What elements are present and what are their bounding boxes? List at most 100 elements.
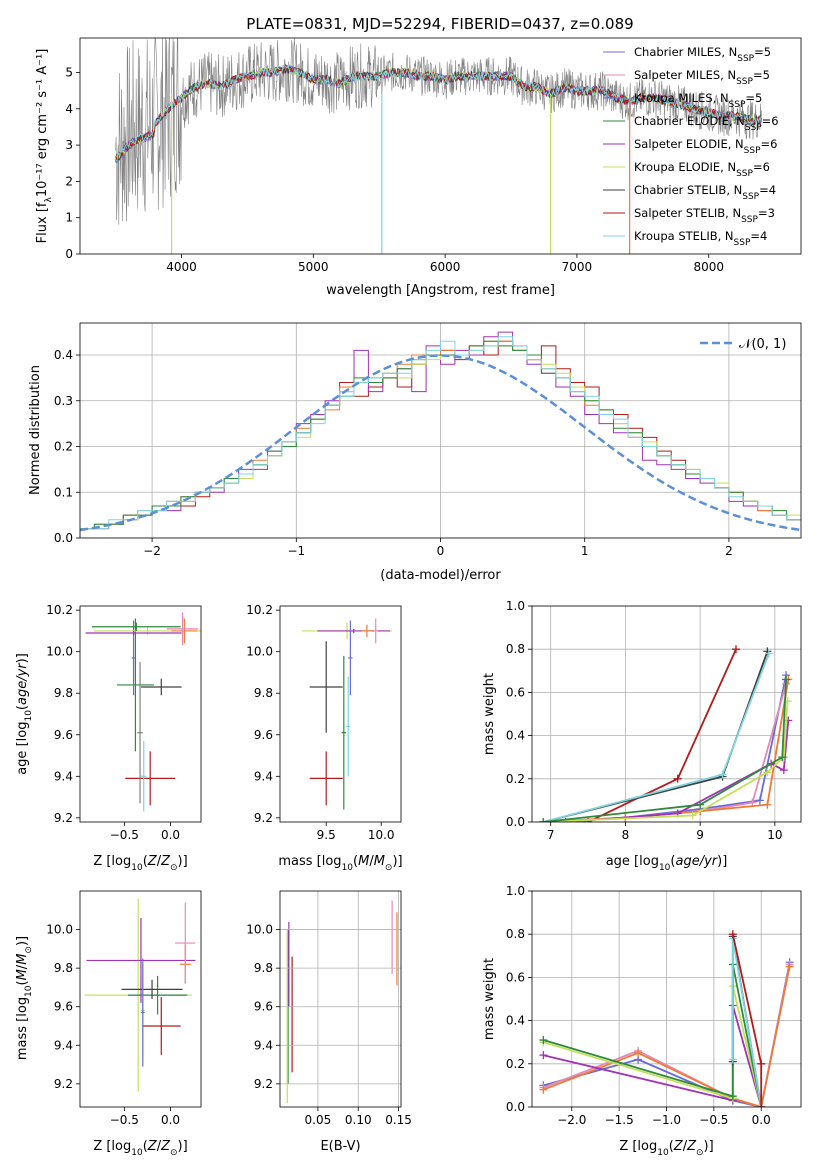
x-tick-label: −2.0 — [557, 1113, 586, 1127]
weight-vs-z-panel: −2.0 −1.5 −1.0 −0.5 0.0 0.0 0.2 0.4 0.6 0.8 1.0 Z [… — [482, 884, 802, 1158]
age-vs-mass-panel: 9.5 10.0 9.2 9.4 9.6 9.8 10.0 10.2 mass [log10(M… — [246, 603, 402, 873]
weight-point-marker — [728, 1092, 737, 1101]
weight-point-marker — [731, 645, 740, 654]
x-tick-label: 0.0 — [752, 1113, 771, 1127]
y-tick-label: 0.8 — [506, 642, 525, 656]
legend-label: Chabrier STELIB, NSSP=4 — [634, 183, 776, 202]
x-tick-label: 7 — [547, 828, 555, 842]
weight-point-marker — [539, 818, 548, 822]
weight-point-marker — [757, 1059, 766, 1068]
y-tick-label: 9.8 — [254, 961, 273, 975]
model-spectrum-kroupa-stelib — [115, 64, 762, 162]
weight-series — [542, 651, 769, 822]
model-spectrum-chabrier-stelib — [115, 65, 762, 162]
weight-point-marker — [748, 798, 757, 807]
weight-point-marker — [778, 753, 787, 762]
x-tick-label: 8000 — [693, 260, 724, 274]
x-tick-label: 0 — [437, 544, 445, 558]
y-tick-label: 9.4 — [54, 1038, 73, 1052]
y-tick-label: 9.2 — [254, 811, 273, 825]
x-tick-label: −0.5 — [110, 828, 139, 842]
weight-point-marker — [763, 768, 772, 777]
y-tick-label: 1 — [65, 211, 73, 225]
y-tick-label: 10.0 — [46, 645, 73, 659]
weight-series — [543, 674, 787, 822]
y-axis-label: mass weight — [482, 958, 497, 1040]
legend-label: Kroupa STELIB, NSSP=4 — [634, 229, 767, 248]
y-tick-label: 4 — [65, 102, 73, 116]
axes-frame — [279, 890, 402, 1108]
legend-label: 𝒩(0, 1) — [739, 337, 786, 352]
x-tick-label: 0.0 — [161, 828, 180, 842]
y-tick-label: 0.2 — [506, 772, 525, 786]
x-tick-label: 10 — [767, 828, 782, 842]
weight-point-marker — [673, 774, 682, 783]
x-axis-label: wavelength [Angstrom, rest frame] — [326, 283, 555, 298]
y-tick-label: 1.0 — [506, 599, 525, 613]
y-tick-label: 0.1 — [54, 485, 73, 499]
panels: 4000 5000 6000 7000 8000 0 1 2 3 4 5 Chabrier MILES… — [15, 37, 802, 1158]
y-tick-label: 10.2 — [46, 603, 73, 617]
normal-curve — [80, 354, 801, 532]
legend-label: Kroupa ELODIE, NSSP=6 — [634, 160, 770, 179]
x-tick-label: 0.05 — [305, 1113, 332, 1127]
y-tick-label: 9.8 — [54, 686, 73, 700]
weight-point-marker — [763, 800, 772, 809]
age-vs-z-panel: −0.5 0.0 9.2 9.4 9.6 9.8 10.0 10.2 Z [log10(Z/Z⊙… — [15, 603, 202, 873]
weight-point-marker — [755, 796, 764, 805]
y-tick-label: 10.0 — [46, 923, 73, 937]
x-axis-label: Z [log10(Z/Z⊙)] — [93, 1139, 187, 1158]
weight-series — [543, 964, 763, 1107]
y-tick-label: 0.0 — [54, 531, 73, 545]
x-tick-label: 9.5 — [317, 828, 336, 842]
x-axis-label: E(B-V) — [320, 1139, 360, 1154]
weight-series — [543, 700, 789, 822]
mass-vs-ebv-plot-area — [280, 891, 401, 1107]
x-axis-label: mass [log10(M/M⊙)] — [278, 854, 402, 873]
y-tick-label: 9.4 — [54, 769, 73, 783]
residuals-plot-area — [80, 323, 801, 538]
weight-point-marker — [696, 800, 705, 809]
x-tick-label: −2 — [143, 544, 161, 558]
spectrum-panel: 4000 5000 6000 7000 8000 0 1 2 3 4 5 Chabrier MILES… — [35, 37, 802, 298]
y-tick-label: 0.2 — [506, 1057, 525, 1071]
axes-frame — [531, 890, 802, 1108]
x-tick-label: −1 — [287, 544, 305, 558]
weight-point-marker — [539, 1036, 548, 1045]
x-tick-label: 0.15 — [385, 1113, 412, 1127]
y-tick-label: 10.2 — [246, 603, 273, 617]
x-tick-label: −0.5 — [110, 1113, 139, 1127]
y-tick-label: 9.8 — [254, 686, 273, 700]
y-tick-label: 9.2 — [54, 811, 73, 825]
weight-point-marker — [634, 1049, 643, 1057]
x-tick-label: 1 — [581, 544, 589, 558]
y-tick-label: 3 — [65, 138, 73, 152]
y-tick-label: 0.4 — [506, 729, 525, 743]
y-tick-label: 0.6 — [506, 685, 525, 699]
x-tick-label: −1.0 — [652, 1113, 681, 1127]
x-tick-label: 10.0 — [368, 828, 395, 842]
x-tick-label: 5000 — [298, 260, 329, 274]
figure-title: PLATE=0831, MJD=52294, FIBERID=0437, z=0… — [246, 15, 633, 33]
residuals-panel: −2 −1 0 1 2 0.0 0.1 0.2 0.3 0.4 𝒩(0, 1) (data-model… — [28, 322, 802, 583]
x-tick-label: −1.5 — [605, 1113, 634, 1127]
y-axis-label: mass [log10(M/M⊙)] — [15, 936, 34, 1060]
weight-point-marker — [764, 649, 773, 658]
weight-vs-age-panel: 7 8 9 10 0.0 0.2 0.4 0.6 0.8 1.0 age [log10(age/yr… — [482, 599, 802, 873]
y-tick-label: 0.6 — [506, 970, 525, 984]
x-axis-label: Z [log10(Z/Z⊙)] — [619, 1139, 713, 1158]
axes-frame — [279, 605, 402, 823]
legend-label: Salpeter STELIB, NSSP=3 — [634, 206, 775, 225]
weight-point-marker — [718, 770, 727, 779]
y-tick-label: 0.2 — [54, 440, 73, 454]
weight-series — [543, 985, 763, 1107]
mass-vs-z-plot-area — [84, 898, 196, 1092]
legend-label: Chabrier MILES, NSSP=5 — [634, 45, 771, 64]
weight-point-marker — [539, 1085, 548, 1094]
y-tick-label: 9.4 — [254, 1038, 273, 1052]
y-tick-label: 0.0 — [506, 1100, 525, 1114]
axes-frame — [79, 322, 802, 539]
x-tick-label: 0.10 — [345, 1113, 372, 1127]
y-tick-label: 9.6 — [254, 1000, 273, 1014]
x-tick-label: 4000 — [166, 260, 197, 274]
